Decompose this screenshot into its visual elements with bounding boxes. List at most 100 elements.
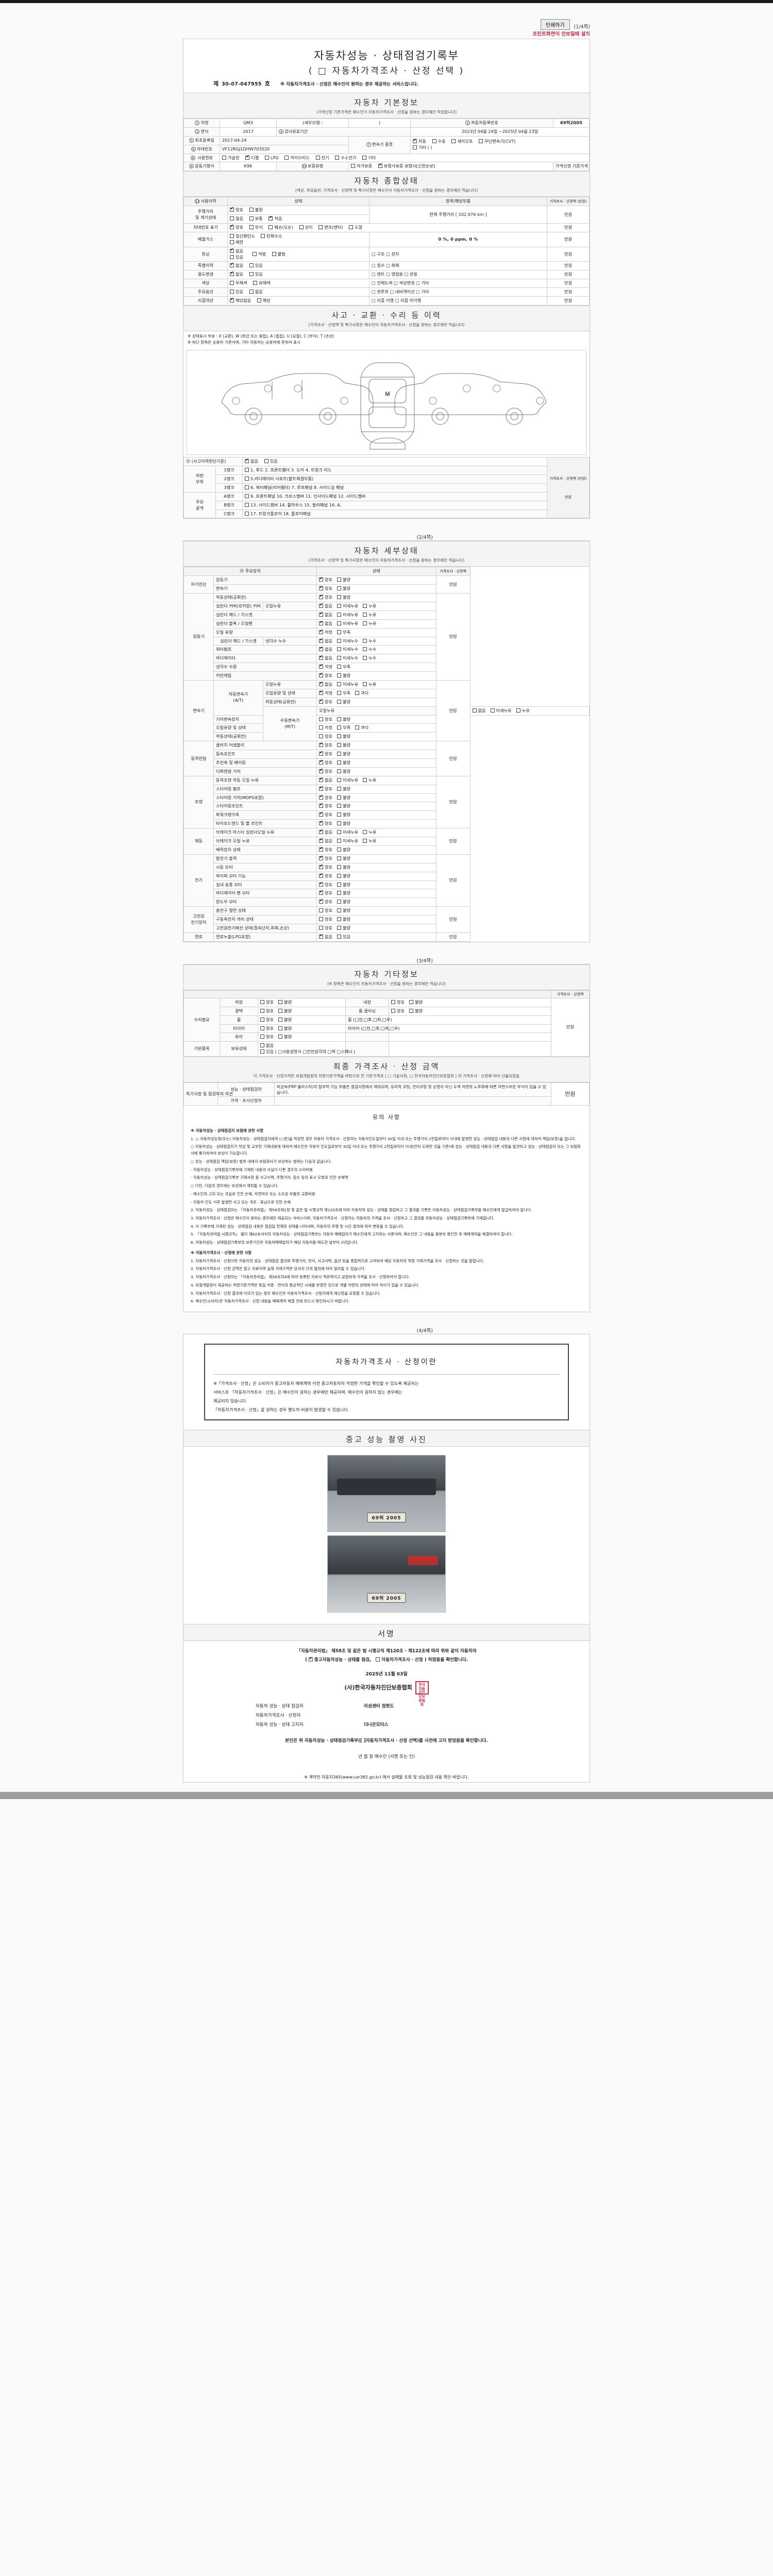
option-item[interactable]: 없음	[319, 655, 332, 662]
detail-state-cell[interactable]: 양호 불량	[316, 889, 436, 899]
option-manual[interactable]: 수동	[432, 139, 446, 145]
checkbox-icon[interactable]	[319, 577, 323, 582]
option-item[interactable]: 적정	[319, 664, 332, 670]
option-item[interactable]: 없음	[319, 838, 332, 844]
checkbox-icon[interactable]	[264, 155, 269, 160]
checkbox-icon[interactable]	[337, 847, 342, 852]
option-item[interactable]: 양호	[319, 811, 332, 818]
etc-opts-1[interactable]: 양호 불량	[258, 1006, 346, 1016]
option-item[interactable]: 양호	[319, 768, 332, 775]
checkbox-icon[interactable]	[260, 1043, 264, 1048]
checkbox-icon[interactable]	[337, 578, 342, 582]
option-item[interactable]: 있음 ( □사용설명서 □안전삼각대 □잭 □스패너 )	[260, 1049, 355, 1055]
checkbox-icon[interactable]	[337, 604, 342, 608]
checkbox-icon[interactable]	[337, 638, 342, 643]
checkbox-icon[interactable]	[337, 743, 342, 748]
option-item[interactable]: 불량	[337, 865, 350, 871]
checkbox-icon[interactable]	[363, 647, 367, 652]
checkbox-icon[interactable]	[363, 638, 367, 643]
checkbox-icon[interactable]	[230, 271, 234, 277]
option-item[interactable]: 불량	[337, 699, 350, 705]
row-usechange-state[interactable]: 없음 있음	[227, 270, 369, 280]
checkbox-icon[interactable]	[319, 908, 323, 913]
option-item[interactable]: 양호	[260, 1017, 274, 1023]
checkbox-icon[interactable]	[319, 925, 323, 930]
checkbox-icon[interactable]	[278, 1017, 283, 1022]
row-recall-state[interactable]: 해당없음 해당	[227, 296, 369, 306]
option-item[interactable]: 없음	[319, 620, 332, 627]
warranty-self[interactable]: 자가보증	[351, 163, 372, 170]
option-item[interactable]: 양호	[319, 742, 332, 749]
option-item[interactable]: 양호	[260, 1008, 274, 1014]
checkbox-icon[interactable]	[490, 708, 495, 713]
option-item[interactable]: 양호	[319, 846, 332, 853]
opt-normal[interactable]: 보통	[249, 216, 263, 222]
detail-state-cell[interactable]: 양호 불량	[316, 697, 436, 707]
checkbox-icon[interactable]	[362, 155, 367, 160]
options-no[interactable]: 없음	[249, 289, 263, 295]
checkbox-icon[interactable]	[319, 646, 323, 652]
option-item[interactable]: 없음	[319, 638, 332, 645]
option-item[interactable]: 양호	[319, 925, 332, 931]
option-item[interactable]: 있음	[337, 934, 350, 940]
detail-state-cell[interactable]: 양호 불량	[316, 750, 436, 759]
checkbox-icon[interactable]	[319, 864, 323, 869]
option-item[interactable]: 불량	[337, 821, 350, 827]
checkbox-icon[interactable]	[253, 251, 257, 256]
checkbox-icon[interactable]	[319, 917, 323, 922]
checkbox-icon[interactable]	[249, 225, 254, 230]
option-item[interactable]: 누수	[363, 655, 376, 662]
checkbox-icon[interactable]	[222, 155, 226, 160]
checkbox-icon[interactable]	[335, 155, 340, 160]
opt-vin-good[interactable]: 양호	[230, 224, 243, 231]
etc-opts-1[interactable]: 없음있음 ( □사용설명서 □안전삼각대 □잭 □스패너 )	[258, 1041, 355, 1057]
checkbox-icon[interactable]	[409, 999, 414, 1004]
option-item[interactable]: 불량	[337, 717, 350, 723]
option-item[interactable]: 없음	[472, 708, 486, 714]
checkbox-icon[interactable]	[319, 585, 323, 591]
checkbox-icon[interactable]	[413, 145, 417, 150]
option-item[interactable]: 누유	[516, 708, 530, 714]
row-mileage-state-1[interactable]: 양호 불량	[227, 206, 369, 215]
option-item[interactable]: 불량	[337, 751, 350, 757]
checkbox-icon[interactable]	[337, 586, 342, 591]
checkbox-icon[interactable]	[249, 216, 254, 221]
option-item[interactable]: 양호	[319, 855, 332, 862]
checkbox-icon[interactable]	[409, 1008, 414, 1013]
detail-state-cell[interactable]: 없음 미세누유 누유	[316, 837, 436, 846]
detail-state-cell[interactable]: 없음 미세누수 누수	[316, 636, 436, 646]
option-item[interactable]: 부족	[337, 725, 350, 731]
checkbox-icon[interactable]	[363, 656, 367, 660]
checkbox-icon[interactable]	[318, 225, 323, 230]
checkbox-icon[interactable]	[337, 917, 342, 922]
checkbox-icon[interactable]	[260, 999, 264, 1004]
option-item[interactable]: 과다	[355, 690, 368, 697]
checkbox-icon[interactable]	[268, 215, 273, 221]
option-item[interactable]: 양호	[319, 908, 332, 914]
checkbox-icon[interactable]	[264, 459, 268, 464]
option-item[interactable]: 불량	[337, 586, 350, 592]
checkbox-icon[interactable]	[363, 612, 367, 617]
row-options-item[interactable]: □ 썬루프 □ 네비게이션 □ 기타	[369, 287, 547, 297]
detail-state-cell[interactable]: 양호 불량	[316, 915, 436, 924]
checkbox-icon[interactable]	[319, 594, 323, 600]
print-button[interactable]: 인쇄하기	[540, 19, 570, 30]
etc-opts-2[interactable]	[389, 1024, 551, 1033]
checkbox-icon[interactable]	[230, 281, 234, 285]
detail-state-cell[interactable]: 없음 미세누수 누수	[316, 654, 436, 664]
checkbox-icon[interactable]	[363, 777, 367, 782]
options-yes[interactable]: 있음	[230, 289, 243, 295]
option-item[interactable]: 누수	[363, 647, 376, 653]
checkbox-icon[interactable]	[249, 272, 254, 277]
checkbox-icon[interactable]	[319, 638, 323, 643]
option-item[interactable]: 양호	[260, 1026, 274, 1032]
fuel-lpg[interactable]: LPG	[264, 155, 279, 161]
option-item[interactable]: 적정	[319, 690, 332, 697]
option-item[interactable]: 적정	[319, 725, 332, 731]
opt-vin-altered[interactable]: 변조(변타)	[318, 225, 343, 231]
outer-rank-2-items[interactable]: 5.라디에이터 서포트(볼트체결부품)	[242, 474, 547, 484]
checkbox-icon[interactable]	[451, 139, 456, 144]
checkbox-icon[interactable]	[319, 811, 323, 817]
row-emission-state[interactable]: 일산화탄소 탄화수소 매연	[227, 231, 369, 247]
detail-state-cell[interactable]: 없음 미세누유 누유	[469, 706, 590, 716]
